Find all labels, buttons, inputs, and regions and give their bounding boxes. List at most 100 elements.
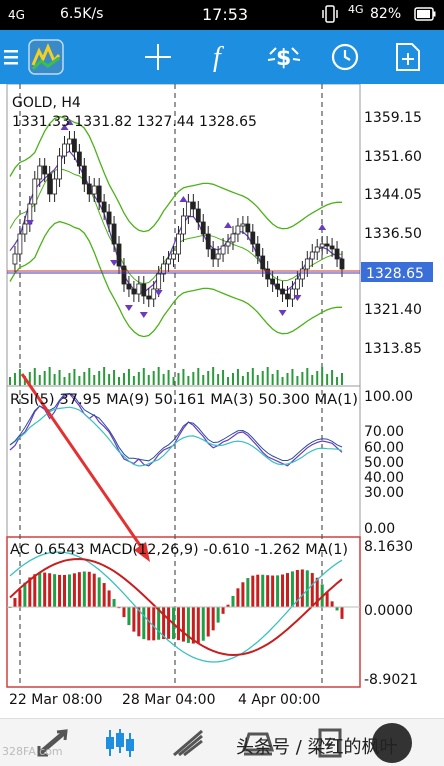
ac-bar — [167, 607, 171, 639]
chart-canvas[interactable]: 1359.15 1351.60 1344.05 1336.50 1321.40 … — [0, 83, 444, 718]
period-separators — [19, 84, 323, 687]
candlestick — [280, 288, 285, 295]
ac-bar — [201, 607, 205, 641]
rsi-tick: 30.00 — [364, 485, 404, 501]
messages-icon[interactable] — [228, 719, 288, 766]
ac-bar — [335, 607, 339, 611]
ac-bar — [122, 607, 126, 618]
candlestick — [230, 233, 236, 243]
candlestick — [151, 288, 157, 300]
ac-histogram — [8, 569, 344, 644]
candlestick — [12, 253, 18, 265]
history-icon[interactable] — [158, 719, 218, 766]
ac-bar — [295, 569, 299, 607]
ac-bar — [13, 597, 17, 607]
volume-bar — [316, 371, 319, 385]
chart-icon[interactable] — [90, 719, 150, 766]
volume-bar — [38, 375, 41, 385]
ac-bar — [216, 607, 220, 623]
candlestick — [67, 138, 72, 145]
current-price: 1328.65 — [366, 266, 424, 282]
candlestick — [225, 241, 231, 247]
fractal-arrows — [25, 119, 327, 318]
volume-bar — [137, 372, 140, 385]
candlestick — [299, 268, 305, 280]
crosshair-icon[interactable] — [138, 30, 178, 84]
ac-bar — [236, 588, 240, 607]
volume-bar — [68, 373, 71, 385]
ac-bar — [196, 607, 200, 643]
mt-logo-icon[interactable] — [24, 30, 68, 84]
volume-bar — [222, 370, 225, 385]
ac-bar — [102, 583, 106, 607]
price-chart[interactable]: 1359.15 1351.60 1344.05 1336.50 1321.40 … — [0, 83, 444, 718]
ac-bar — [67, 574, 71, 607]
candlestick — [176, 233, 181, 255]
rsi-lines — [9, 392, 343, 467]
rsi-line — [9, 393, 343, 467]
candlestick — [22, 223, 28, 235]
price-tick: 1351.60 — [364, 149, 422, 165]
ac-bar — [132, 607, 136, 632]
volume-bar — [53, 374, 56, 385]
ac-bar — [181, 607, 185, 642]
ac-bar — [77, 572, 81, 607]
candlestick — [72, 138, 77, 153]
candlestick — [121, 265, 127, 285]
ac-bar — [23, 582, 27, 607]
ac-bar — [152, 607, 156, 641]
volume-bar — [167, 370, 170, 385]
volume-bar — [93, 375, 96, 385]
ac-bar — [63, 574, 67, 607]
candlestick — [146, 295, 152, 300]
candlestick — [334, 248, 340, 260]
new-document-icon[interactable] — [388, 30, 428, 84]
rsi-tick: 100.00 — [364, 389, 413, 405]
ac-bar — [186, 607, 190, 643]
candlestick — [111, 223, 117, 245]
bottom-navigation: 328FA.com 头条号 / 梁红的枫叶 — [0, 718, 444, 766]
candlestick — [290, 288, 295, 300]
candlestick — [62, 143, 67, 157]
news-icon[interactable] — [300, 719, 360, 766]
function-icon[interactable]: f — [202, 30, 242, 84]
volume-bar — [266, 367, 269, 385]
ac-bar — [137, 607, 141, 637]
rsi-ma-line — [9, 406, 343, 467]
bollinger-lower — [9, 220, 342, 338]
volume-bar — [231, 373, 234, 385]
ac-label: AC 0.6543 MACD(12,26,9) -0.610 -1.262 MA… — [10, 542, 348, 558]
one-click-trading-icon[interactable]: $ — [262, 30, 306, 84]
ac-bar — [325, 592, 329, 607]
volume-bar — [227, 377, 230, 385]
ac-panel-frame — [6, 536, 361, 688]
volume-bar — [187, 376, 190, 385]
volume-bar — [78, 376, 81, 385]
candlestick — [86, 183, 92, 195]
volume-bar — [246, 372, 249, 385]
ac-bar — [300, 569, 304, 607]
volume-bar — [321, 367, 324, 385]
ac-bar — [142, 607, 146, 640]
menu-icon[interactable] — [0, 30, 22, 84]
candlestick — [181, 215, 186, 235]
ac-bar — [33, 574, 37, 607]
candlestick — [116, 243, 122, 267]
volume-bar — [127, 369, 130, 385]
rsi-axis: 100.00 70.00 60.00 50.00 40.00 30.00 0.0… — [364, 389, 413, 537]
candlestick — [240, 223, 246, 227]
avatar — [372, 723, 412, 763]
svg-text:$: $ — [276, 46, 291, 71]
candlestick — [190, 201, 196, 210]
trade-icon[interactable] — [22, 719, 82, 766]
volume-bar — [58, 370, 61, 385]
clock-icon[interactable] — [325, 30, 365, 84]
ac-bar — [315, 577, 319, 607]
volume-bar — [306, 368, 309, 385]
volume-bar — [301, 372, 304, 385]
candlestick — [260, 255, 266, 270]
volume-bar — [83, 372, 86, 385]
ac-bar — [18, 589, 22, 607]
candlestick — [37, 165, 43, 180]
volume-bar — [33, 368, 36, 385]
